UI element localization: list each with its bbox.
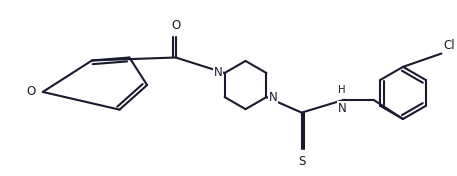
Text: Cl: Cl [443, 39, 455, 52]
Text: S: S [298, 155, 305, 168]
Text: O: O [27, 85, 36, 98]
Text: O: O [171, 19, 180, 32]
Text: N: N [338, 102, 346, 115]
Text: N: N [213, 67, 222, 80]
Text: N: N [269, 91, 278, 104]
Text: H: H [338, 85, 346, 95]
